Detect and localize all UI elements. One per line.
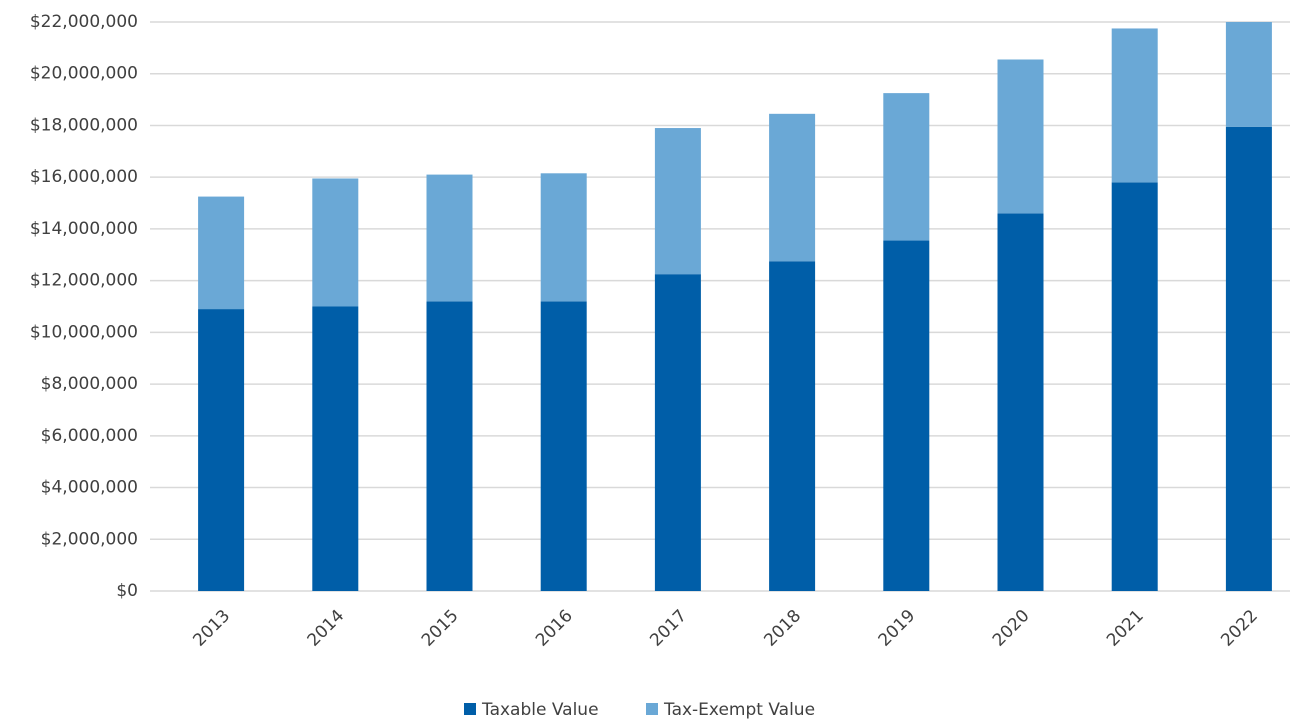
bar-segment [426,174,473,302]
y-tick-label: $0 [116,581,138,601]
legend-swatch [646,703,658,715]
bar-segment [426,301,473,591]
bar-segment [1225,126,1272,591]
x-tick-label: 2017 [646,606,691,651]
y-tick-label: $12,000,000 [30,271,138,291]
bar-segment [540,301,587,591]
y-tick-label: $8,000,000 [41,374,138,394]
x-tick-label: 2018 [760,606,805,651]
y-tick-label: $2,000,000 [41,529,138,549]
bar-segment [312,178,359,307]
bar-segment [769,113,816,262]
x-tick-label: 2016 [532,606,577,651]
x-tick-label: 2022 [1217,606,1262,651]
bar-segment [769,261,816,591]
bar-segment [997,213,1044,591]
bar-segment [883,93,930,241]
bar-segment [540,173,587,302]
bar-segment [1111,28,1158,183]
bar-segment [312,306,359,591]
y-tick-label: $22,000,000 [30,12,138,32]
legend-label: Tax-Exempt Value [663,700,815,720]
x-tick-label: 2021 [1103,606,1148,651]
x-tick-label: 2019 [875,606,920,651]
y-tick-label: $10,000,000 [30,322,138,342]
bar-segment [1225,22,1272,127]
y-tick-label: $4,000,000 [41,478,138,498]
bar-segment [654,274,701,591]
y-tick-label: $20,000,000 [30,64,138,84]
bar-segment [1111,182,1158,591]
bar-segment [997,59,1044,214]
bar-segment [198,196,245,310]
legend-swatch [464,703,476,715]
bar-segment [198,309,245,591]
y-tick-label: $6,000,000 [41,426,138,446]
bar-segment [883,240,930,591]
x-tick-label: 2020 [989,606,1034,651]
x-tick-label: 2014 [304,606,349,651]
bar-segment [654,128,701,275]
x-tick-label: 2015 [418,606,463,651]
y-tick-label: $14,000,000 [30,219,138,239]
x-tick-label: 2013 [189,606,234,651]
y-tick-label: $16,000,000 [30,167,138,187]
y-tick-label: $18,000,000 [30,115,138,135]
legend-label: Taxable Value [481,700,599,720]
